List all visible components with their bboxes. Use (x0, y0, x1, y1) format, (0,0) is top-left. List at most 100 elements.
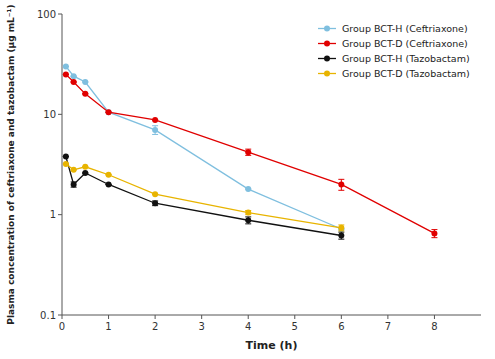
data (63, 63, 438, 239)
point (338, 225, 344, 231)
y-tick (58, 214, 62, 215)
error-bar (245, 211, 251, 215)
legend: Group BCT-H (Ceftriaxone) Group BCT-D (Ce… (312, 18, 477, 84)
point (71, 181, 77, 187)
error-cap (152, 134, 158, 135)
y-tick (58, 315, 62, 316)
series (63, 161, 344, 231)
error-cap (338, 179, 344, 180)
x-tick (62, 315, 63, 319)
y-tick (58, 114, 62, 115)
point (63, 63, 69, 69)
error-bar (338, 179, 344, 190)
legend-marker (324, 26, 330, 32)
point (71, 79, 77, 85)
y-axis-label: Plasma concentration of ceftriaxone and … (6, 4, 16, 324)
error-bar (245, 149, 251, 155)
legend-marker (324, 41, 330, 47)
y-tick-label: 10 (43, 109, 56, 120)
axes: 0123456780.1110100 (37, 9, 481, 333)
series (63, 71, 438, 237)
x-tick (108, 315, 109, 319)
error-bar (431, 230, 437, 238)
x-tick (341, 315, 342, 319)
x-axis-line (62, 315, 481, 316)
error-cap (152, 125, 158, 126)
x-tick (294, 315, 295, 319)
series-line (66, 66, 341, 229)
point (152, 117, 158, 123)
y-tick (58, 14, 62, 15)
x-tick-label: 2 (152, 321, 158, 332)
point (245, 217, 251, 223)
error-bar (152, 201, 158, 206)
y-axis-line (62, 14, 63, 315)
legend-label: Group BCT-D (Tazobactam) (342, 68, 470, 79)
y-tick-label: 1 (50, 209, 56, 220)
point (82, 164, 88, 170)
legend-item: Group BCT-H (Ceftriaxone) (318, 23, 468, 34)
x-tick (155, 315, 156, 319)
point (338, 181, 344, 187)
series (63, 63, 344, 232)
x-tick (201, 315, 202, 319)
y-tick-label: 100 (37, 9, 56, 20)
x-tick-label: 0 (59, 321, 65, 332)
point (63, 71, 69, 77)
legend-marker (324, 56, 330, 62)
point (431, 230, 437, 236)
point (106, 109, 112, 115)
point (71, 167, 77, 173)
legend-item: Group BCT-D (Tazobactam) (318, 68, 470, 79)
series (63, 153, 344, 239)
point (82, 170, 88, 176)
x-tick (248, 315, 249, 319)
series-line (66, 164, 341, 228)
point (82, 79, 88, 85)
point (106, 109, 112, 115)
error-bar (152, 126, 158, 135)
legend-item: Group BCT-H (Tazobactam) (318, 53, 470, 64)
point (82, 91, 88, 97)
point (152, 191, 158, 197)
legend-item: Group BCT-D (Ceftriaxone) (318, 38, 468, 49)
chart: 0123456780.1110100Time (h)Plasma concent… (0, 0, 495, 359)
error-bar (338, 225, 344, 231)
legend-label: Group BCT-D (Ceftriaxone) (342, 38, 468, 49)
x-tick-label: 5 (292, 321, 298, 332)
error-bar (245, 217, 251, 224)
error-cap (338, 239, 344, 240)
x-axis-label: Time (h) (246, 339, 298, 352)
series-line (66, 156, 341, 235)
x-tick-label: 7 (385, 321, 391, 332)
legend-label: Group BCT-H (Tazobactam) (342, 53, 470, 64)
legend-marker (324, 71, 330, 77)
point (63, 161, 69, 167)
error-cap (431, 237, 437, 238)
x-tick (387, 315, 388, 319)
y-tick-label: 0.1 (40, 310, 56, 321)
point (245, 149, 251, 155)
error-cap (338, 190, 344, 191)
error-cap (338, 232, 344, 233)
error-bar (338, 232, 344, 239)
error-cap (245, 223, 251, 224)
point (245, 210, 251, 216)
point (152, 127, 158, 133)
legend-label: Group BCT-H (Ceftriaxone) (342, 23, 468, 34)
error-cap (431, 229, 437, 230)
point (106, 172, 112, 178)
point (245, 186, 251, 192)
legend-box (312, 18, 477, 84)
point (152, 200, 158, 206)
point (106, 181, 112, 187)
point (71, 73, 77, 79)
point (338, 232, 344, 238)
x-tick (434, 315, 435, 319)
x-tick-label: 4 (245, 321, 251, 332)
x-tick-label: 1 (105, 321, 111, 332)
error-bar (71, 182, 77, 187)
x-tick-label: 8 (431, 321, 437, 332)
x-tick-label: 3 (198, 321, 204, 332)
series-line (66, 74, 435, 233)
